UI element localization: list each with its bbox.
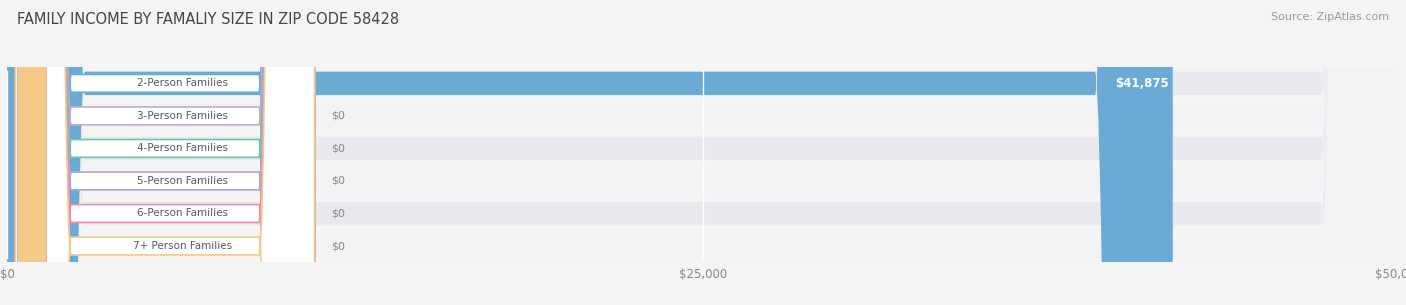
Text: 2-Person Families: 2-Person Families bbox=[136, 78, 228, 88]
Text: 4-Person Families: 4-Person Families bbox=[136, 143, 228, 153]
Text: FAMILY INCOME BY FAMALIY SIZE IN ZIP CODE 58428: FAMILY INCOME BY FAMALIY SIZE IN ZIP COD… bbox=[17, 12, 399, 27]
Text: $0: $0 bbox=[332, 143, 346, 153]
Text: 6-Person Families: 6-Person Families bbox=[136, 209, 228, 218]
Text: Source: ZipAtlas.com: Source: ZipAtlas.com bbox=[1271, 12, 1389, 22]
FancyBboxPatch shape bbox=[7, 0, 1399, 305]
Text: 5-Person Families: 5-Person Families bbox=[136, 176, 228, 186]
FancyBboxPatch shape bbox=[7, 0, 1399, 305]
Text: $41,875: $41,875 bbox=[1115, 77, 1168, 90]
FancyBboxPatch shape bbox=[7, 0, 1399, 305]
FancyBboxPatch shape bbox=[15, 0, 315, 305]
Text: 3-Person Families: 3-Person Families bbox=[136, 111, 228, 121]
Circle shape bbox=[18, 0, 46, 305]
Text: 7+ Person Families: 7+ Person Families bbox=[132, 241, 232, 251]
FancyBboxPatch shape bbox=[15, 0, 315, 305]
FancyBboxPatch shape bbox=[15, 0, 315, 305]
Circle shape bbox=[18, 0, 46, 305]
FancyBboxPatch shape bbox=[15, 0, 315, 305]
FancyBboxPatch shape bbox=[7, 0, 1399, 305]
FancyBboxPatch shape bbox=[15, 0, 315, 305]
Text: $0: $0 bbox=[332, 176, 346, 186]
Text: $0: $0 bbox=[332, 111, 346, 121]
FancyBboxPatch shape bbox=[7, 0, 1399, 305]
Text: $0: $0 bbox=[332, 241, 346, 251]
Text: $0: $0 bbox=[332, 209, 346, 218]
FancyBboxPatch shape bbox=[15, 0, 315, 305]
FancyBboxPatch shape bbox=[7, 0, 1173, 305]
Circle shape bbox=[18, 0, 46, 305]
Circle shape bbox=[18, 0, 46, 305]
FancyBboxPatch shape bbox=[7, 0, 1399, 305]
Circle shape bbox=[18, 0, 46, 305]
Circle shape bbox=[18, 0, 46, 305]
